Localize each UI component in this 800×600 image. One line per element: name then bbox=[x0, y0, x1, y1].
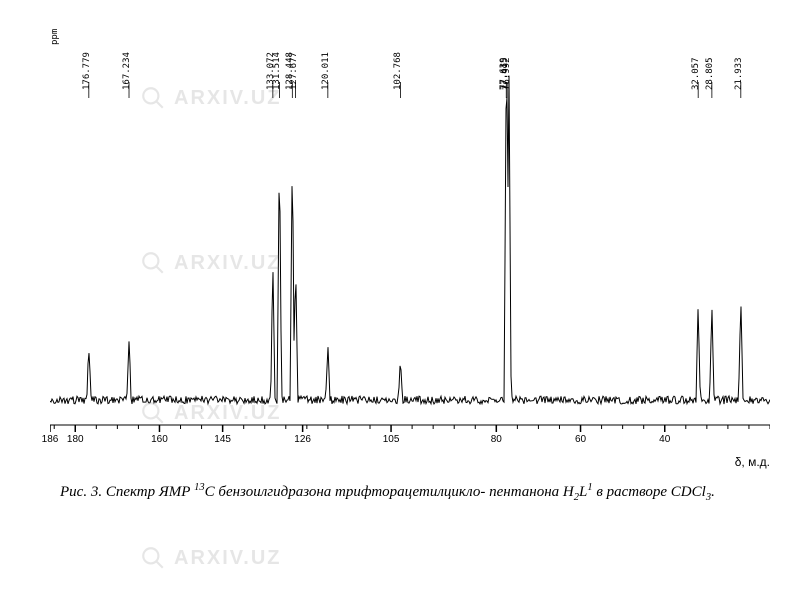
peak-label: 176.779 bbox=[82, 52, 92, 90]
x-tick-label: 186 bbox=[42, 434, 59, 445]
x-tick-label: 180 bbox=[67, 434, 84, 445]
search-icon bbox=[140, 400, 166, 426]
caption-isotope: С бензоилгидразона трифторацетилцикло- п… bbox=[205, 484, 574, 500]
search-icon bbox=[140, 545, 166, 571]
watermark: ARXIV.UZ bbox=[140, 400, 282, 426]
caption-tail: в растворе CDCl bbox=[593, 484, 706, 500]
x-tick-label: 60 bbox=[575, 434, 586, 445]
x-tick-label: 80 bbox=[491, 434, 502, 445]
x-tick-label: 145 bbox=[214, 434, 231, 445]
x-tick-label: 126 bbox=[294, 434, 311, 445]
search-icon bbox=[140, 250, 166, 276]
caption-end: . bbox=[711, 484, 715, 500]
x-tick-label: 105 bbox=[383, 434, 400, 445]
watermark: ARXIV.UZ bbox=[140, 85, 282, 111]
peak-label: 21.933 bbox=[734, 57, 744, 90]
peak-label: 32.057 bbox=[691, 57, 701, 90]
x-tick-label: 160 bbox=[151, 434, 168, 445]
watermark: ARXIV.UZ bbox=[140, 545, 282, 571]
figure-caption: Рис. 3. Спектр ЯМР 13С бензоилгидразона … bbox=[60, 480, 750, 506]
x-tick-label: 40 bbox=[659, 434, 670, 445]
peak-label: 120.011 bbox=[321, 52, 331, 90]
peak-label: 102.768 bbox=[393, 52, 403, 90]
x-axis-title: δ, м.д. bbox=[735, 455, 770, 469]
peak-label: 28.805 bbox=[705, 57, 715, 90]
caption-isotope-sup: 13 bbox=[194, 482, 205, 493]
ppm-label: ppm bbox=[50, 29, 60, 45]
caption-prefix: Рис. 3. Спектр ЯМР bbox=[60, 484, 194, 500]
peak-label: 76.992 bbox=[502, 57, 512, 90]
peak-label: 127.677 bbox=[289, 52, 299, 90]
peak-label: 167.234 bbox=[122, 52, 132, 90]
search-icon bbox=[140, 85, 166, 111]
watermark: ARXIV.UZ bbox=[140, 250, 282, 276]
